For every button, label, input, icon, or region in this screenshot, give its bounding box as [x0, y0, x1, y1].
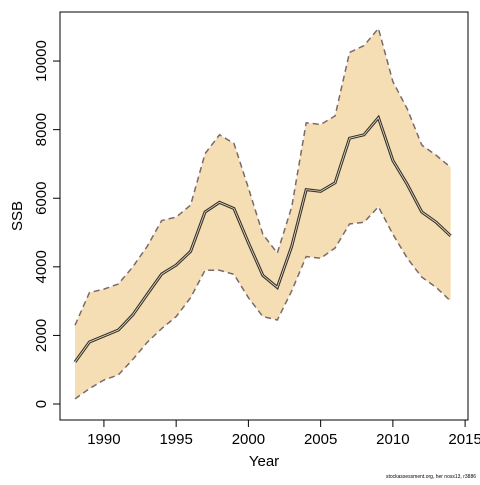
x-tick-label: 2015: [448, 431, 480, 448]
x-tick-label: 2000: [232, 431, 265, 448]
y-tick-label: 8000: [33, 113, 50, 146]
y-tick-label: 4000: [33, 250, 50, 283]
y-tick-label: 6000: [33, 182, 50, 215]
y-tick-label: 2000: [33, 319, 50, 352]
x-tick-label: 2010: [376, 431, 409, 448]
y-axis-label: SSB: [9, 201, 26, 231]
x-tick-label: 1990: [87, 431, 120, 448]
estimate-line-inner: [74, 116, 451, 363]
band-upper: [74, 26, 452, 326]
confidence-band: [75, 28, 451, 399]
x-axis-label: Year: [249, 453, 279, 470]
plot-frame: [59, 11, 469, 421]
caption: stockassessment.org, her noss13, r3886: [386, 474, 476, 480]
y-tick-label: 0: [33, 400, 50, 408]
x-tick-label: 2005: [304, 431, 337, 448]
x-tick-label: 1995: [159, 431, 192, 448]
y-tick-label: 10000: [33, 40, 50, 82]
